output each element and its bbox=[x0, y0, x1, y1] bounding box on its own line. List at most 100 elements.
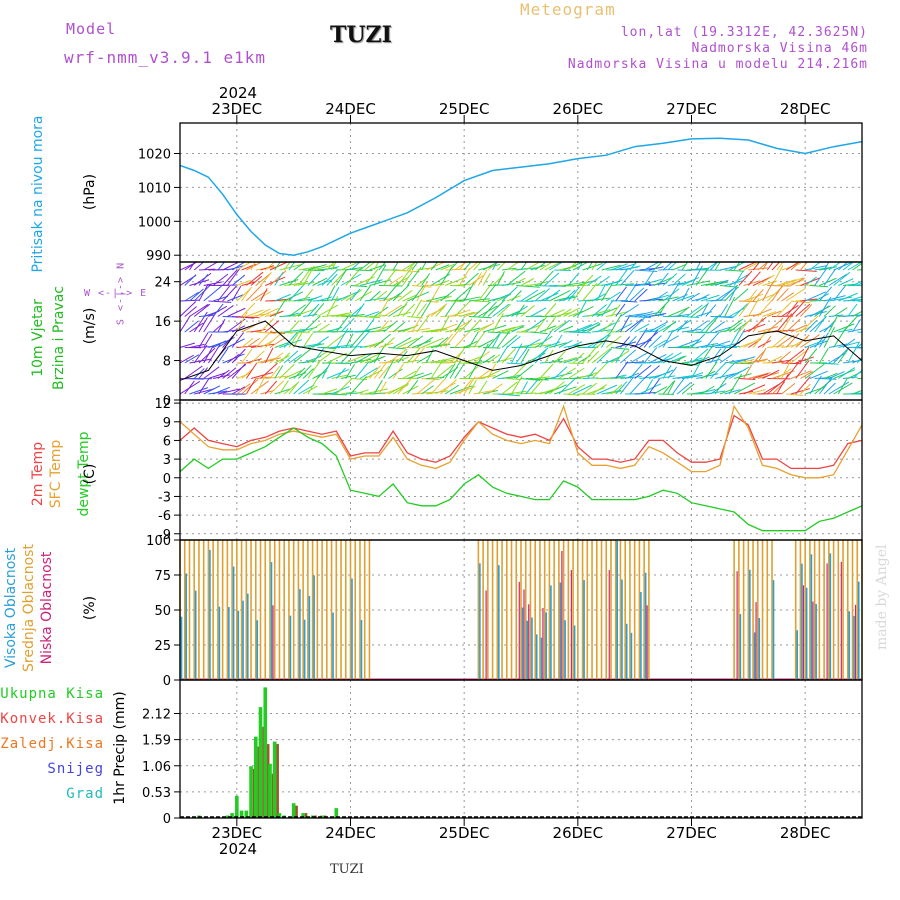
wind-barb bbox=[482, 354, 496, 364]
wind-barb bbox=[766, 262, 774, 271]
wind-barb bbox=[781, 359, 792, 379]
wind-barb bbox=[558, 356, 577, 364]
wind-barb bbox=[833, 271, 851, 286]
wind-barb bbox=[350, 329, 367, 348]
wind-barb bbox=[355, 269, 373, 272]
wind-barb bbox=[842, 359, 862, 364]
wind-barb bbox=[672, 273, 686, 286]
wind-barb bbox=[591, 361, 609, 379]
wind-barb bbox=[852, 310, 862, 317]
wind-barb bbox=[193, 311, 208, 333]
wind-barb bbox=[193, 284, 212, 302]
wind-barb bbox=[520, 262, 528, 271]
wind-barb bbox=[814, 316, 827, 333]
wind-barb bbox=[359, 326, 382, 333]
wind-barb bbox=[857, 331, 862, 333]
wind-barb bbox=[648, 282, 668, 286]
wind-barb bbox=[468, 331, 479, 348]
wind-barb bbox=[776, 373, 789, 395]
wind-barb bbox=[341, 346, 363, 348]
wind-barb bbox=[373, 362, 387, 379]
wind-barb bbox=[435, 364, 454, 379]
wind-barb bbox=[587, 387, 605, 395]
wind-barb bbox=[620, 270, 635, 286]
wind-barb bbox=[762, 262, 769, 271]
wind-barb bbox=[222, 367, 237, 379]
wind-barb bbox=[781, 292, 795, 302]
wind-barb bbox=[222, 269, 238, 286]
wind-barb bbox=[506, 378, 522, 381]
wind-barb bbox=[402, 303, 416, 317]
wind-barb bbox=[463, 366, 479, 379]
wind-barb bbox=[610, 374, 627, 379]
wind-barb bbox=[520, 381, 528, 395]
wind-barb bbox=[634, 364, 652, 379]
wind-barb bbox=[279, 380, 289, 395]
wind-barb bbox=[459, 379, 472, 395]
lonlat: lon,lat (19.3312E, 42.3625N) bbox=[620, 25, 868, 40]
wind-barb bbox=[549, 342, 567, 348]
wind-barb bbox=[553, 366, 568, 379]
wind-barb bbox=[312, 336, 329, 348]
wind-barb bbox=[236, 279, 252, 286]
wind-barb bbox=[714, 279, 729, 286]
y-tick-label: 24 bbox=[154, 276, 171, 291]
wind-barb bbox=[710, 348, 722, 364]
wind-barb bbox=[525, 377, 541, 395]
wind-barb bbox=[416, 378, 436, 395]
wind-barb bbox=[606, 390, 625, 395]
wind-barb bbox=[724, 389, 741, 395]
wind-barb bbox=[705, 358, 721, 364]
wind-barb bbox=[667, 281, 681, 302]
wind-barb bbox=[653, 369, 674, 379]
wind-barb bbox=[653, 339, 667, 348]
wind-barb bbox=[511, 376, 523, 395]
wind-barb bbox=[180, 354, 194, 364]
wind-barb bbox=[856, 342, 862, 348]
wind-barb bbox=[426, 284, 445, 286]
wind-barb bbox=[336, 313, 351, 317]
wind-barb bbox=[350, 285, 368, 288]
wind-barb bbox=[279, 363, 295, 379]
wind-barb bbox=[482, 273, 491, 286]
wind-barb bbox=[653, 262, 663, 271]
wind-barb bbox=[596, 307, 618, 317]
wind-barb bbox=[416, 372, 433, 379]
wind-barb bbox=[468, 316, 492, 319]
wind-barb bbox=[733, 356, 756, 364]
wind-barb bbox=[629, 316, 646, 333]
wind-barb bbox=[293, 379, 310, 395]
wind-barb bbox=[549, 262, 564, 271]
wind-barb bbox=[695, 267, 710, 286]
wind-barb bbox=[350, 262, 361, 271]
wind-barb bbox=[193, 272, 212, 286]
wind-barb bbox=[459, 345, 482, 348]
wind-barb bbox=[823, 262, 830, 271]
wind-barb bbox=[430, 303, 448, 317]
wind-barb bbox=[558, 296, 578, 302]
wind-barb bbox=[392, 284, 410, 302]
wind-barb bbox=[743, 384, 766, 395]
wind-barb bbox=[643, 365, 660, 379]
wind-barb bbox=[312, 370, 327, 379]
wind-barb bbox=[359, 316, 381, 319]
legend-rain-conv: Konvek.Kisa bbox=[0, 711, 104, 727]
wind-barb bbox=[222, 335, 234, 348]
wind-barb bbox=[733, 270, 744, 286]
wind-barb bbox=[421, 360, 438, 364]
wind-barb bbox=[279, 331, 294, 334]
wind-barb bbox=[388, 368, 403, 379]
wind-barb bbox=[615, 303, 626, 317]
wind-barb bbox=[364, 268, 379, 286]
wind-barb bbox=[331, 269, 347, 286]
wind-barb bbox=[260, 318, 274, 333]
wind-barb bbox=[766, 379, 785, 395]
wind-barb bbox=[568, 262, 578, 271]
wind-barb bbox=[563, 393, 580, 396]
wind-barb bbox=[691, 265, 703, 286]
wind-barb bbox=[814, 376, 833, 379]
wind-barb bbox=[222, 262, 238, 271]
wind-barb bbox=[473, 389, 496, 395]
wind-barb bbox=[302, 368, 314, 379]
wind-barb bbox=[482, 283, 497, 302]
